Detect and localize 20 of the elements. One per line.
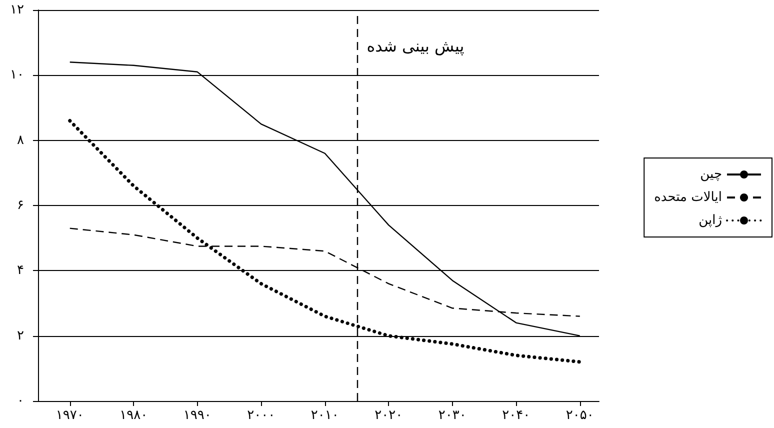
x-tick-label: ۱۹۸۰ bbox=[120, 408, 148, 423]
x-tick-label: ۲۰۴۰ bbox=[502, 408, 530, 423]
ref-line-label: پیش بینی شده bbox=[366, 36, 464, 56]
legend-label: ایالات متحده bbox=[654, 190, 722, 205]
y-tick-label: ۱۰ bbox=[10, 68, 24, 83]
y-tick-label: ۲ bbox=[17, 328, 24, 344]
x-tick-label: ۲۰۲۰ bbox=[374, 408, 403, 423]
x-tick-label: ۱۹۷۰ bbox=[56, 408, 84, 423]
y-tick-label: ۸ bbox=[17, 132, 24, 148]
legend-label: ژاپن bbox=[698, 213, 722, 228]
x-tick-label: ۲۰۱۰ bbox=[310, 408, 339, 423]
x-tick-label: ۱۹۹۰ bbox=[183, 408, 212, 423]
y-tick-label: ۱۲ bbox=[10, 2, 24, 18]
legend-label: چین bbox=[700, 167, 722, 182]
x-tick-label: ۲۰۳۰ bbox=[438, 408, 466, 423]
y-tick-label: ۶ bbox=[17, 198, 24, 213]
y-tick-label: ۴ bbox=[17, 263, 24, 278]
y-tick-label: ۰ bbox=[17, 394, 24, 408]
x-tick-label: ۲۰۰۰ bbox=[247, 408, 276, 423]
x-tick-label: ۲۰۵۰ bbox=[566, 408, 594, 423]
